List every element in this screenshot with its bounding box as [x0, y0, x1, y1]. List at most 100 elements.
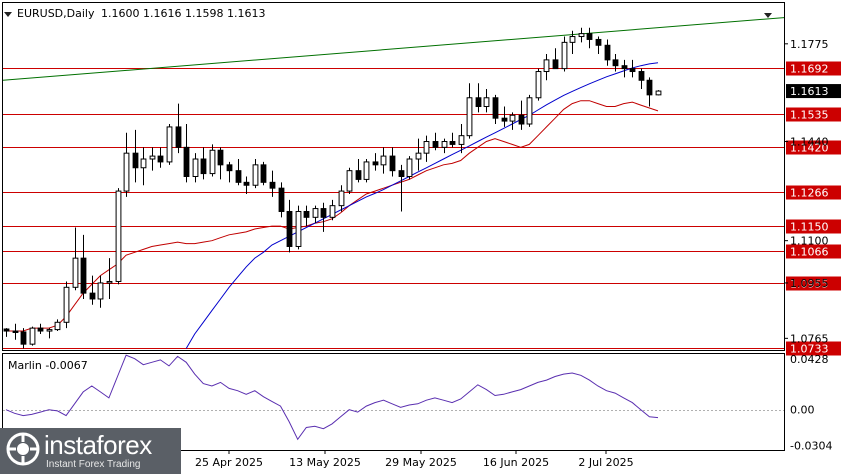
candle-body — [543, 59, 550, 73]
candle-body — [149, 155, 156, 160]
candle-body — [97, 282, 104, 300]
level-label-box — [786, 140, 841, 155]
time-tick-label: 2 Jul 2025 — [578, 456, 633, 469]
candle-body — [655, 90, 662, 96]
level-label-box — [786, 219, 841, 234]
candle-body — [501, 117, 508, 122]
candle-body — [72, 257, 79, 288]
level-label: 1.1420 — [790, 142, 829, 155]
candle-body — [329, 205, 336, 218]
symbol-label: EURUSD,Daily — [17, 7, 95, 20]
candle-body — [286, 210, 293, 247]
candle-body — [278, 187, 285, 212]
price-axis: 1.1775 1.1440 1.1100 1.0955 1.0765 1.1613 — [784, 38, 841, 345]
level-label-box — [786, 341, 841, 356]
candle-body — [595, 38, 602, 46]
candle-body — [46, 329, 53, 332]
candle-body — [423, 141, 430, 154]
candles — [3, 27, 662, 349]
level-label: 1.0733 — [790, 343, 829, 356]
candle-body — [518, 114, 525, 125]
candle-body — [475, 97, 482, 108]
candle-body — [3, 328, 10, 332]
candle-body — [89, 292, 96, 300]
candle-body — [398, 170, 405, 177]
candle-body — [63, 286, 70, 323]
watermark-tagline: Instant Forex Trading — [46, 459, 141, 470]
broker-watermark: instaforex Instant Forex Trading — [0, 428, 181, 474]
marlin-indicator: 0.0428 0.00 -0.0304 — [3, 353, 832, 453]
candle-body — [312, 208, 319, 218]
candle-body — [535, 71, 542, 99]
candle-body — [458, 135, 465, 145]
candle-body — [123, 152, 130, 192]
candle-body — [621, 65, 628, 70]
candle-body — [132, 152, 139, 169]
candle-body — [37, 327, 44, 332]
candle-body — [441, 141, 448, 148]
candle-body — [226, 164, 233, 172]
chart-menu-arrow-icon[interactable] — [4, 12, 12, 17]
candle-body — [295, 210, 302, 247]
level-label-box — [786, 276, 841, 291]
candle-body — [415, 152, 422, 160]
indicator-tick-label: 0.00 — [790, 404, 815, 417]
candle-body — [509, 114, 516, 122]
support-resistance-levels: 1.1692 1.1535 1.1420 1.1266 1.1150 1.1066 1.09… — [3, 61, 841, 356]
candle-body — [466, 97, 473, 137]
candle-body — [372, 161, 379, 166]
candle-body — [269, 181, 276, 189]
level-label-box — [786, 61, 841, 76]
candle-body — [29, 327, 36, 345]
candle-body — [200, 158, 207, 175]
collapse-arrow-icon[interactable] — [764, 13, 772, 18]
candle-body — [217, 149, 224, 166]
time-axis: 25 Apr 2025 13 May 2025 29 May 2025 16 Jun … — [195, 450, 634, 469]
candle-body — [432, 141, 439, 148]
level-label-box — [786, 185, 841, 200]
candle-body — [320, 208, 327, 218]
candle-body — [346, 170, 353, 192]
level-label: 1.1266 — [790, 187, 829, 200]
marlin-line — [5, 354, 659, 441]
candle-body — [115, 190, 122, 282]
price-tick-label: 1.0955 — [790, 277, 829, 290]
candle-body — [363, 161, 370, 180]
candle-body — [629, 68, 636, 73]
price-tick-label: 1.0765 — [790, 332, 829, 345]
time-tick-label: 29 May 2025 — [385, 456, 457, 469]
candle-body — [209, 149, 216, 175]
indicator-tick-label: 0.0428 — [790, 353, 829, 366]
candle-body — [552, 59, 559, 70]
moving-average-blue-line — [185, 62, 659, 349]
level-label-box — [786, 107, 841, 122]
candle-body — [106, 280, 113, 284]
current-price-box — [786, 84, 841, 99]
candle-body — [192, 158, 199, 177]
candle-body — [183, 146, 190, 177]
candle-body — [80, 257, 87, 294]
level-label: 1.1150 — [790, 221, 829, 234]
candle-body — [380, 155, 387, 166]
candle-body — [389, 155, 396, 172]
current-price-label: 1.1613 — [790, 85, 829, 98]
ohlc-readout: 1.1600 1.1616 1.1598 1.1613 — [101, 7, 265, 20]
instaforex-logo-icon — [6, 432, 40, 466]
level-label: 1.1535 — [790, 109, 829, 122]
candle-body — [235, 170, 242, 183]
candle-body — [157, 155, 164, 163]
price-tick-label: 1.1440 — [790, 136, 829, 149]
candle-body — [12, 330, 19, 334]
candle-body — [355, 170, 362, 180]
trend-line-group — [2, 17, 785, 81]
candle-body — [243, 181, 250, 186]
trend-line — [2, 17, 785, 81]
watermark-name: instaforex — [44, 430, 152, 460]
candle-body — [338, 190, 345, 207]
candle-body — [303, 210, 310, 218]
candle-body — [612, 59, 619, 67]
candle-body — [526, 97, 533, 125]
main-pane-frame — [2, 2, 785, 351]
level-label: 1.1066 — [790, 246, 829, 259]
